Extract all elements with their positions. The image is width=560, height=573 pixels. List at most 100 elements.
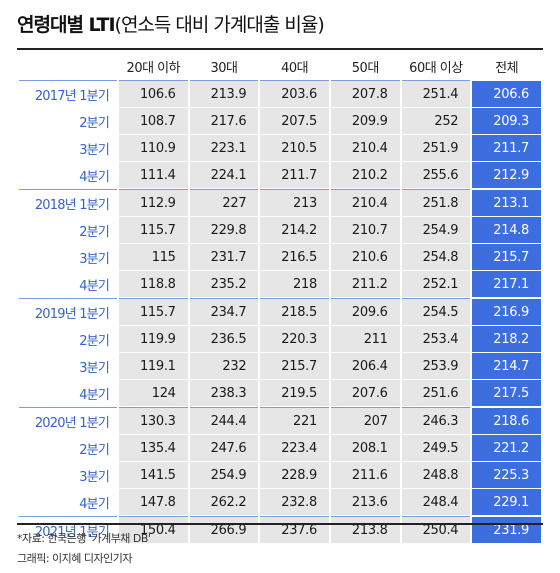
value-cell: 207.5: [260, 108, 329, 135]
table-row: 4분기 111.4 224.1 211.7 210.2 255.6 212.9: [19, 162, 541, 189]
value-cell: 254.8: [401, 244, 471, 271]
column-header: 20대 이하: [119, 52, 188, 80]
value-cell: 251.9: [401, 135, 471, 162]
value-cell: 210.7: [330, 217, 400, 244]
title-main: 연령대별 LTI: [17, 14, 116, 36]
table-row: 2017년 1분기 106.6 213.9 203.6 207.8 251.4 206.6: [19, 80, 541, 108]
title-sub: (연소득 대비 가계대출 비율): [114, 14, 325, 36]
period-label: 2분기: [19, 435, 117, 462]
value-cell: 223.4: [260, 435, 329, 462]
table-row: 3분기 141.5 254.9 228.9 211.6 248.8 225.3: [19, 462, 541, 489]
value-cell: 111.4: [119, 162, 188, 189]
value-cell: 238.3: [189, 380, 259, 407]
value-cell: 266.9: [189, 516, 259, 544]
value-cell: 110.9: [119, 135, 188, 162]
value-cell: 218: [260, 271, 329, 298]
total-cell: 206.6: [472, 80, 541, 108]
period-label: 2020년 1분기: [19, 407, 117, 435]
column-header: 전체: [472, 52, 541, 80]
value-cell: 231.7: [189, 244, 259, 271]
value-cell: 249.5: [401, 435, 471, 462]
period-label: 2분기: [19, 326, 117, 353]
value-cell: 211.2: [330, 271, 400, 298]
table-row: 2018년 1분기 112.9 227 213 210.4 251.8 213.1: [19, 189, 541, 217]
lti-table: 20대 이하 30대 40대 50대 60대 이상 전체 2017년 1분기 10…: [17, 52, 543, 544]
total-cell: 212.9: [472, 162, 541, 189]
value-cell: 252.1: [401, 271, 471, 298]
table-row: 2019년 1분기 115.7 234.7 218.5 209.6 254.5 216.9: [19, 298, 541, 326]
table-row: 2분기 135.4 247.6 223.4 208.1 249.5 221.2: [19, 435, 541, 462]
period-label: 2분기: [19, 108, 117, 135]
header-period: [19, 52, 117, 80]
value-cell: 213.8: [330, 516, 400, 544]
period-label: 2분기: [19, 217, 117, 244]
value-cell: 254.9: [189, 462, 259, 489]
table-row: 2분기 108.7 217.6 207.5 209.9 252 209.3: [19, 108, 541, 135]
value-cell: 115.7: [119, 217, 188, 244]
period-label: 2019년 1분기: [19, 298, 117, 326]
value-cell: 207.8: [330, 80, 400, 108]
total-cell: 213.1: [472, 189, 541, 217]
value-cell: 244.4: [189, 407, 259, 435]
period-label: 3분기: [19, 462, 117, 489]
value-cell: 209.9: [330, 108, 400, 135]
top-rule: [17, 48, 543, 50]
table-row: 2020년 1분기 130.3 244.4 221 207 246.3 218.6: [19, 407, 541, 435]
source-note: *자료: 한국은행 '가계부채 DB': [17, 532, 151, 545]
value-cell: 221: [260, 407, 329, 435]
value-cell: 210.5: [260, 135, 329, 162]
value-cell: 210.4: [330, 189, 400, 217]
value-cell: 118.8: [119, 271, 188, 298]
period-label: 3분기: [19, 353, 117, 380]
value-cell: 124: [119, 380, 188, 407]
value-cell: 130.3: [119, 407, 188, 435]
chart-title: 연령대별 LTI(연소득 대비 가계대출 비율): [17, 10, 325, 37]
table-row: 3분기 115 231.7 216.5 210.6 254.8 215.7: [19, 244, 541, 271]
table-row: 4분기 147.8 262.2 232.8 213.6 248.4 229.1: [19, 489, 541, 516]
value-cell: 224.1: [189, 162, 259, 189]
value-cell: 217.6: [189, 108, 259, 135]
value-cell: 218.5: [260, 298, 329, 326]
value-cell: 106.6: [119, 80, 188, 108]
period-label: 4분기: [19, 162, 117, 189]
value-cell: 147.8: [119, 489, 188, 516]
value-cell: 203.6: [260, 80, 329, 108]
value-cell: 251.4: [401, 80, 471, 108]
total-cell: 211.7: [472, 135, 541, 162]
value-cell: 115: [119, 244, 188, 271]
period-label: 3분기: [19, 135, 117, 162]
total-cell: 215.7: [472, 244, 541, 271]
table-row: 2분기 119.9 236.5 220.3 211 253.4 218.2: [19, 326, 541, 353]
value-cell: 254.9: [401, 217, 471, 244]
column-header: 40대: [260, 52, 329, 80]
value-cell: 216.5: [260, 244, 329, 271]
value-cell: 207: [330, 407, 400, 435]
column-header: 60대 이상: [401, 52, 471, 80]
table-row: 3분기 119.1 232 215.7 206.4 253.9 214.7: [19, 353, 541, 380]
value-cell: 214.2: [260, 217, 329, 244]
value-cell: 112.9: [119, 189, 188, 217]
value-cell: 250.4: [401, 516, 471, 544]
value-cell: 206.4: [330, 353, 400, 380]
value-cell: 223.1: [189, 135, 259, 162]
total-cell: 217.5: [472, 380, 541, 407]
total-cell: 231.9: [472, 516, 541, 544]
value-cell: 210.4: [330, 135, 400, 162]
value-cell: 232: [189, 353, 259, 380]
table-row: 2분기 115.7 229.8 214.2 210.7 254.9 214.8: [19, 217, 541, 244]
value-cell: 253.9: [401, 353, 471, 380]
value-cell: 209.6: [330, 298, 400, 326]
period-label: 2017년 1분기: [19, 80, 117, 108]
value-cell: 228.9: [260, 462, 329, 489]
value-cell: 210.2: [330, 162, 400, 189]
value-cell: 213: [260, 189, 329, 217]
bottom-rule: [17, 523, 543, 525]
total-cell: 221.2: [472, 435, 541, 462]
value-cell: 213.9: [189, 80, 259, 108]
value-cell: 234.7: [189, 298, 259, 326]
table-row: 4분기 124 238.3 219.5 207.6 251.6 217.5: [19, 380, 541, 407]
value-cell: 141.5: [119, 462, 188, 489]
value-cell: 211.6: [330, 462, 400, 489]
value-cell: 119.9: [119, 326, 188, 353]
value-cell: 252: [401, 108, 471, 135]
